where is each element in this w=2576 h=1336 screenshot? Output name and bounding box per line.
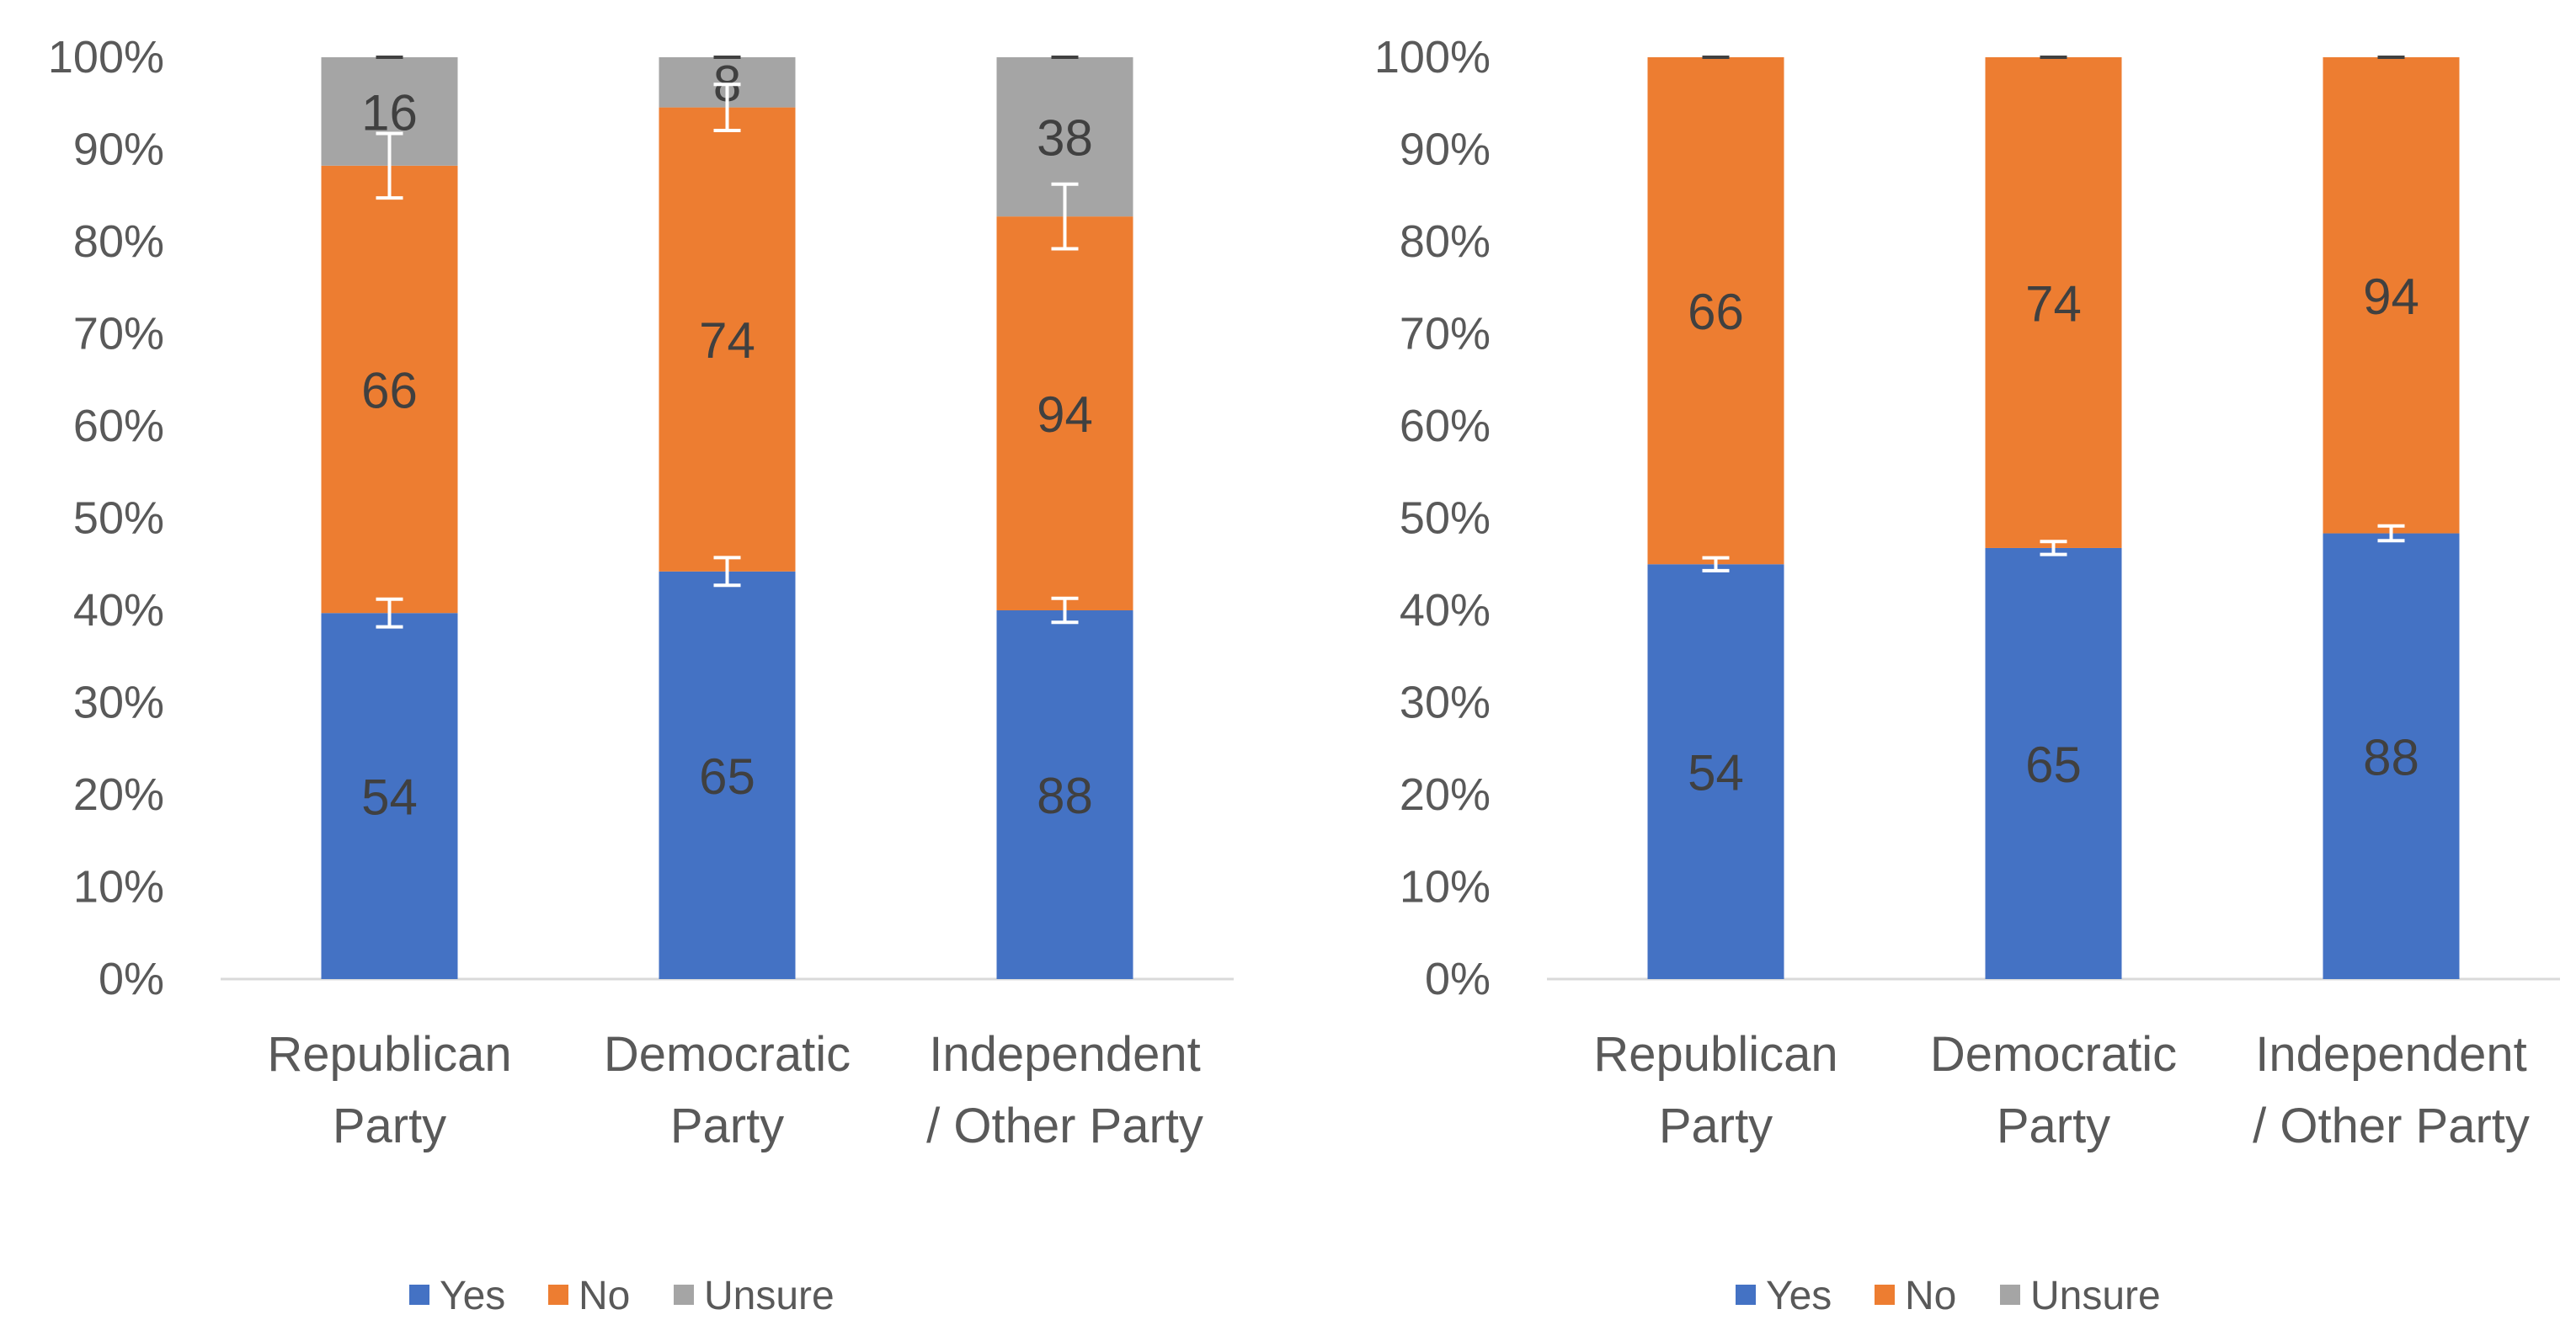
y-tick-label: 0% (1425, 954, 1491, 1004)
x-category-label: Democratic (1930, 1027, 2177, 1082)
y-tick-label: 20% (1400, 769, 1491, 820)
legend-label-unsure: Unsure (704, 1274, 835, 1318)
x-category-label: Party (1659, 1099, 1773, 1153)
legend-swatch-unsure (674, 1285, 694, 1305)
y-tick-label: 60% (73, 401, 164, 451)
bar-no (1647, 57, 1784, 565)
y-tick-label: 30% (73, 678, 164, 728)
y-tick-label: 10% (73, 862, 164, 913)
bar-no (2323, 57, 2460, 534)
x-category-label: Party (333, 1099, 446, 1153)
bar-no (996, 216, 1133, 610)
y-tick-label: 90% (73, 125, 164, 175)
data-label-no: 94 (1037, 386, 1093, 443)
data-label-yes: 65 (2025, 737, 2082, 793)
data-label-no: 66 (361, 363, 418, 419)
y-tick-label: 70% (1400, 309, 1491, 359)
y-tick-label: 80% (73, 216, 164, 267)
y-tick-label: 0% (99, 954, 164, 1004)
x-category-label: Party (1997, 1099, 2110, 1153)
legend-label-yes: Yes (440, 1274, 505, 1318)
y-tick-label: 40% (1400, 585, 1491, 636)
bar-no (321, 165, 458, 614)
legend-swatch-unsure (2000, 1285, 2020, 1305)
bar-yes (321, 613, 458, 979)
bar-yes (996, 610, 1133, 979)
bar-yes (659, 571, 796, 979)
data-label-unsure: 16 (361, 84, 418, 141)
legend-label-no: No (579, 1274, 630, 1318)
y-tick-label: 10% (1400, 862, 1491, 913)
data-label-unsure: 38 (1037, 110, 1093, 167)
x-category-label: / Other Party (2253, 1099, 2530, 1153)
legend-label-no: No (1905, 1274, 1956, 1318)
data-label-no: 94 (2363, 269, 2419, 325)
bar-yes (1985, 547, 2122, 979)
chart-right-panel: 0% 10% 20% 30% 40% 50% 60% 70% 80% 90% 100% 54 66 Rep… (1374, 32, 2560, 1318)
data-label-yes: 54 (1688, 745, 1744, 801)
x-category-label: Republican (1593, 1027, 1837, 1082)
chart-left-panel: 0% 10% 20% 30% 40% 50% 60% 70% 80% 90% 100% 54 66 16 R… (48, 32, 1234, 1318)
x-category-label: Democratic (604, 1027, 851, 1082)
x-category-label: Republican (267, 1027, 511, 1082)
x-category-label: / Other Party (926, 1099, 1203, 1153)
bar-no (659, 107, 796, 572)
bar-yes (1647, 564, 1784, 979)
y-tick-label: 100% (1374, 32, 1491, 83)
data-label-no: 74 (699, 312, 755, 369)
x-category-label: Party (670, 1099, 784, 1153)
y-tick-label: 60% (1400, 401, 1491, 451)
data-label-yes: 54 (361, 769, 418, 826)
legend-swatch-yes (1736, 1285, 1756, 1305)
y-tick-label: 100% (48, 32, 164, 83)
y-tick-label: 80% (1400, 216, 1491, 267)
y-tick-label: 50% (73, 493, 164, 544)
data-label-no: 74 (2025, 275, 2082, 332)
legend-label-unsure: Unsure (2030, 1274, 2161, 1318)
x-category-label: Independent (929, 1027, 1201, 1082)
legend-label-yes: Yes (1766, 1274, 1832, 1318)
bar-yes (2323, 533, 2460, 979)
legend-swatch-yes (409, 1285, 429, 1305)
legend-swatch-no (548, 1285, 568, 1305)
y-tick-label: 70% (73, 309, 164, 359)
legend-swatch-no (1875, 1285, 1895, 1305)
data-label-yes: 65 (699, 748, 755, 805)
data-label-no: 66 (1688, 284, 1744, 340)
data-label-yes: 88 (2363, 729, 2419, 785)
bar-no (1985, 57, 2122, 548)
y-tick-label: 50% (1400, 493, 1491, 544)
y-tick-label: 90% (1400, 125, 1491, 175)
y-tick-label: 40% (73, 585, 164, 636)
y-tick-label: 20% (73, 769, 164, 820)
x-category-label: Independent (2255, 1027, 2527, 1082)
y-tick-label: 30% (1400, 678, 1491, 728)
data-label-yes: 88 (1037, 768, 1093, 824)
